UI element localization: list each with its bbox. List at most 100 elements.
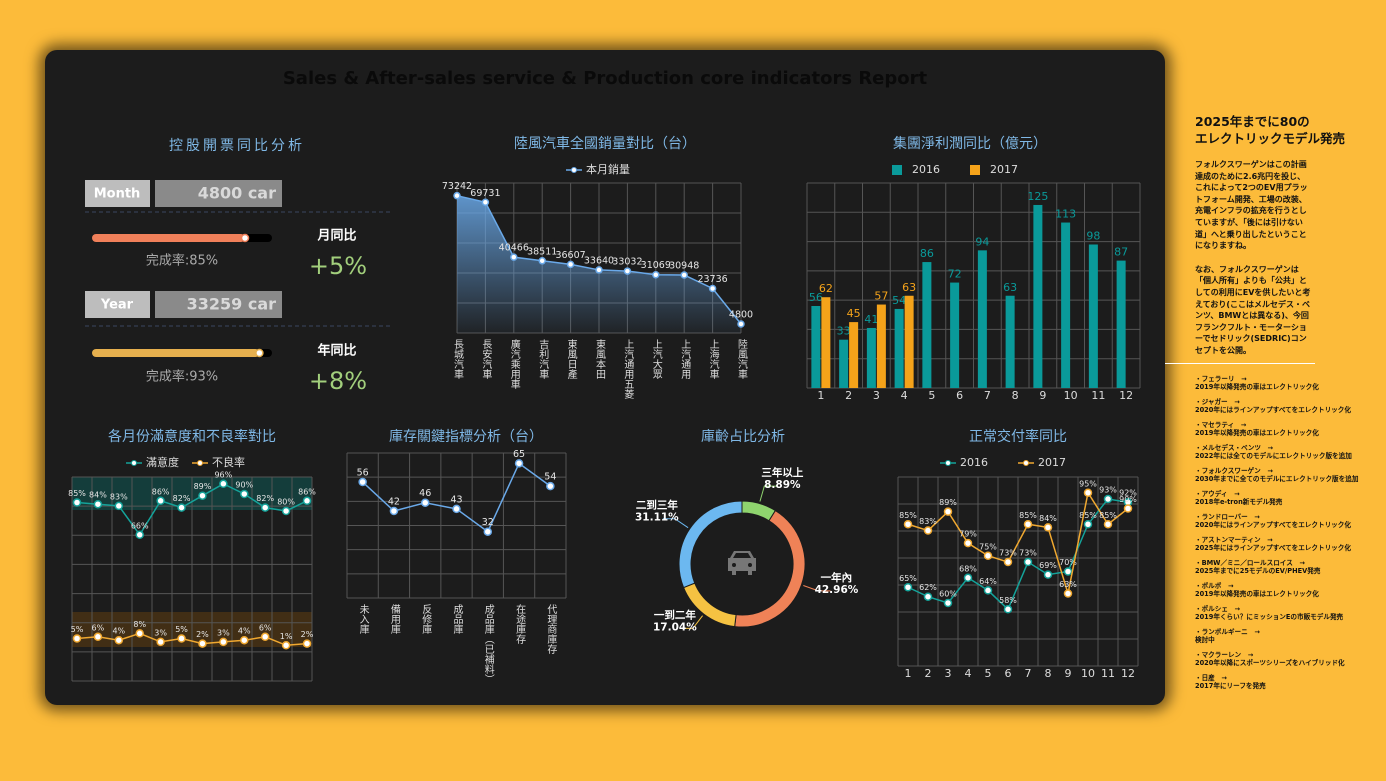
- point: [420, 498, 430, 507]
- progress-knob: [240, 233, 250, 243]
- slice-value: 17.04%: [653, 621, 697, 633]
- data-label: 4%: [112, 627, 125, 636]
- x-tick-label: 4: [901, 389, 908, 402]
- news-item-brand: ・マクラーレン →: [1195, 651, 1254, 659]
- data-label: 75%: [979, 542, 997, 551]
- kpi-value-box: [155, 291, 282, 318]
- leader-line: [759, 485, 777, 502]
- news-item-text: 検討中: [1195, 636, 1215, 645]
- bar: [821, 297, 831, 388]
- point: [135, 530, 144, 540]
- data-label: 84%: [89, 491, 107, 500]
- x-tick-label: 廣汽乘用車: [508, 338, 520, 390]
- data-label: 58%: [999, 596, 1017, 605]
- news-item-text: 2019年以降発売の車はエレクトリック化: [1195, 429, 1319, 438]
- compare-value: +5%: [309, 252, 367, 280]
- leader-line: [680, 615, 703, 629]
- area: [457, 195, 741, 333]
- news-item-text: 2019年くらい？にミッションEの市販モデル発売: [1195, 613, 1344, 622]
- point: [453, 191, 461, 200]
- kpi-value: 4800 car: [198, 184, 276, 203]
- legend-label: 2017: [1038, 456, 1066, 469]
- point: [219, 479, 228, 489]
- x-tick-label: 成品庫（已補料）: [482, 604, 494, 684]
- news-item-text: 2020年にはラインアップすべてをエレクトリック化: [1195, 406, 1351, 415]
- x-tick-label: 上汽通用五菱: [622, 339, 634, 399]
- news-item: ・メルセデス・ベンツ → 2022年には全てのモデルにエレクトリック版を追加: [1195, 444, 1386, 467]
- news-item: ・フォルクスワーゲン → 2030年までに全てのモデルにエレクトリック版を追加: [1195, 467, 1386, 490]
- news-item-brand: ・BMW／ミニ／ロールスロイス →: [1195, 559, 1305, 567]
- point: [1083, 488, 1093, 497]
- bar: [866, 327, 876, 388]
- point: [93, 632, 103, 642]
- news-item-brand: ・メルセデス・ベンツ →: [1195, 444, 1274, 452]
- data-label: 31069: [641, 260, 671, 271]
- x-tick-label: 11: [1091, 389, 1105, 402]
- data-label: 62: [819, 282, 833, 295]
- point: [652, 270, 660, 279]
- point: [546, 481, 555, 491]
- data-label: 90%: [235, 481, 253, 490]
- x-tick-label: 12: [1119, 389, 1133, 402]
- data-label: 43: [450, 494, 462, 505]
- news-item: ・BMW／ミニ／ロールスロイス → 2025年までに25モデルのEV/PHEV発売: [1195, 559, 1386, 582]
- legend-label: 2016: [912, 163, 940, 176]
- legend-label: 不良率: [212, 455, 245, 469]
- point: [538, 257, 546, 265]
- data-label: 54: [544, 472, 556, 483]
- point: [943, 507, 953, 516]
- point: [135, 629, 144, 638]
- data-label: 113: [1055, 208, 1076, 221]
- point: [302, 639, 312, 648]
- x-tick-label: 備用庫: [388, 603, 400, 635]
- data-label: 72: [948, 268, 962, 281]
- point: [114, 635, 124, 645]
- data-label: 85%: [1019, 511, 1037, 520]
- bar: [1088, 244, 1098, 388]
- kpi-value-box: [155, 180, 282, 207]
- data-label: 63: [1003, 281, 1017, 294]
- data-label: 33032: [612, 257, 642, 268]
- slice-label: 一年內: [821, 571, 853, 584]
- x-tick-label: 東風本田: [594, 338, 606, 379]
- car-icon: [728, 551, 756, 575]
- news-item-text: 2030年までに全てのモデルにエレクトリック版を追加: [1195, 475, 1359, 484]
- point: [983, 586, 993, 595]
- x-tick-label: 8: [1012, 389, 1019, 402]
- x-tick-label: 5: [985, 667, 992, 680]
- compare-label: 年同比: [317, 343, 356, 359]
- news-paragraph: なお、フォルクスワーゲンは「個人所有」よりも「公共」としての利用にEVを供したい…: [1195, 264, 1311, 355]
- data-label: 8%: [133, 620, 146, 629]
- kpi-month: Month 4800 car 完成率:85% 月同比 +5%: [85, 180, 390, 280]
- legend-swatch: [197, 460, 203, 466]
- news-item: ・ジャガー → 2020年にはラインアップすべてをエレクトリック化: [1195, 398, 1386, 421]
- x-tick-label: 5: [928, 389, 935, 402]
- point: [260, 503, 270, 512]
- data-label: 85%: [1099, 511, 1117, 520]
- news-item-brand: ・アストンマーティン →: [1195, 536, 1273, 544]
- news-item: ・アウディ → 2018年e-tron新モデル発売: [1195, 490, 1386, 513]
- data-label: 4%: [238, 627, 251, 636]
- news-item-text: 2020年以降にスポーツシリーズをハイブリッド化: [1195, 659, 1345, 668]
- x-tick-label: 上汽大眾: [650, 339, 662, 380]
- point: [281, 641, 291, 650]
- x-tick-label: 東風日產: [565, 338, 577, 380]
- x-tick-label: 10: [1064, 389, 1078, 402]
- chart-title: 陸風汽車全國銷量對比（台）: [514, 135, 696, 152]
- report-title: Sales & After-sales service & Production…: [283, 68, 928, 89]
- legend-swatch: [945, 460, 951, 466]
- point: [510, 253, 518, 261]
- point: [240, 489, 249, 499]
- data-label: 85%: [68, 489, 86, 498]
- data-label: 2%: [196, 630, 209, 639]
- news-item: ・ポルシェ → 2019年くらい？にミッションEの市販モデル発売: [1195, 605, 1386, 628]
- data-label: 94: [975, 235, 989, 248]
- point: [452, 504, 461, 514]
- data-label: 3%: [154, 628, 167, 637]
- point: [219, 637, 228, 647]
- point: [177, 503, 186, 512]
- point: [281, 506, 291, 516]
- news-item-brand: ・ポルシェ →: [1195, 605, 1241, 613]
